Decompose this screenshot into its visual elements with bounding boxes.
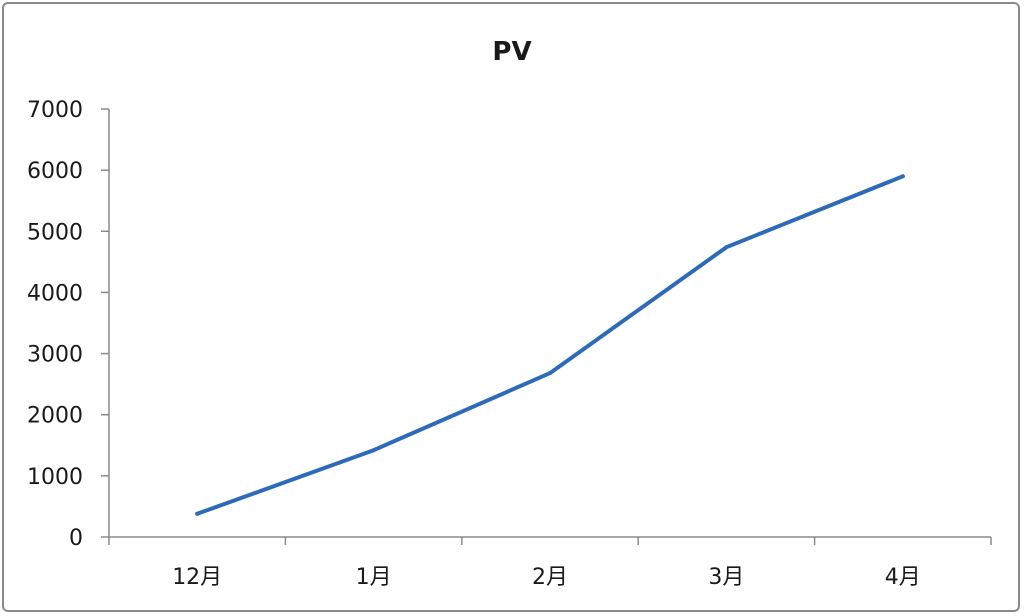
chart-title: PV xyxy=(492,37,531,67)
x-tick-label: 2月 xyxy=(532,565,568,590)
data-point xyxy=(371,448,376,453)
data-point xyxy=(724,245,729,250)
y-tick-label: 4000 xyxy=(27,281,83,306)
x-tick-label: 3月 xyxy=(708,565,744,590)
data-point xyxy=(900,174,905,179)
x-tick-label: 1月 xyxy=(356,565,392,590)
y-tick-label: 7000 xyxy=(27,98,83,123)
y-tick-label: 0 xyxy=(69,526,83,551)
data-point xyxy=(195,511,200,516)
y-tick-label: 6000 xyxy=(27,159,83,184)
y-tick-label: 1000 xyxy=(27,465,83,490)
y-tick-label: 2000 xyxy=(27,404,83,429)
x-tick-label: 4月 xyxy=(885,565,921,590)
data-point xyxy=(548,371,552,376)
series-line xyxy=(195,174,905,516)
y-tick-label: 3000 xyxy=(27,343,83,368)
series-group xyxy=(195,174,905,516)
y-axis-ticks: 0 1000 2000 3000 4000 5000 6000 7000 xyxy=(27,98,109,551)
x-tick-label: 12月 xyxy=(172,565,222,590)
axes xyxy=(108,109,991,538)
y-tick-label: 5000 xyxy=(27,220,83,245)
x-axis-ticks: 12月 1月 2月 3月 4月 xyxy=(108,537,992,590)
